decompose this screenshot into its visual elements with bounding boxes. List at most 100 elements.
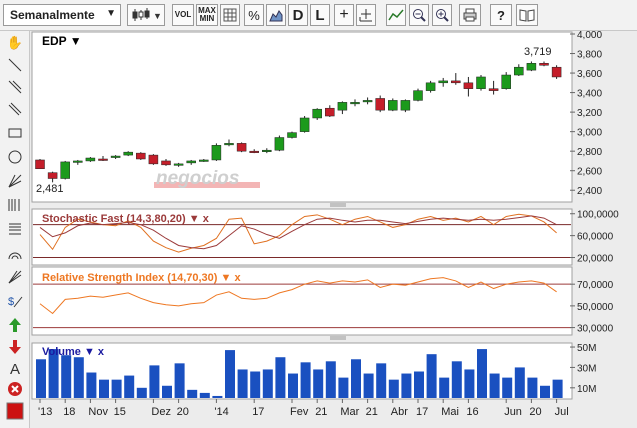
volume-toggle-button[interactable]: VOL (172, 4, 194, 26)
candle-body (514, 66, 524, 76)
rectangle-tool-button[interactable] (4, 123, 26, 143)
percent-button[interactable]: % (244, 4, 264, 26)
candle-body (299, 117, 310, 132)
pitchfork-tool-button[interactable] (4, 171, 26, 191)
candle-body (186, 160, 196, 164)
volume-bar (426, 354, 437, 398)
y-tick-label: 70,0000 (577, 280, 614, 291)
zoom-out-icon (413, 9, 426, 22)
crosshair-axis-icon (359, 9, 372, 22)
volume-title[interactable]: Volume ▼ x (42, 346, 105, 358)
hand-icon: ✋ (6, 35, 24, 50)
fan-tool-button[interactable] (4, 267, 26, 287)
y-axis-ticks: 4,000 3,800 3,600 3,400 3,200 3,000 2,800 2,600… (570, 31, 619, 395)
arc-icon (8, 252, 22, 260)
candle-body (337, 102, 348, 111)
channel-tool-button[interactable] (4, 99, 26, 119)
candle-body (47, 172, 58, 179)
x-tick-label: Mar (340, 406, 359, 418)
candle-body (413, 90, 423, 101)
color-picker-button[interactable] (4, 401, 26, 421)
candle-body (199, 159, 209, 162)
fibonacci-tool-button[interactable] (4, 195, 26, 215)
grid-toggle-button[interactable] (220, 4, 240, 26)
symbol-label[interactable]: EDP ▼ (42, 34, 82, 48)
y-tick-label: 60,0000 (577, 232, 614, 243)
daily-label: D (292, 6, 304, 24)
y-tick-label: 30M (577, 363, 596, 374)
dollar-tool-button[interactable]: $ (4, 291, 26, 311)
volume-bar (401, 373, 412, 398)
text-tool-label: A (9, 360, 20, 378)
volume-bar (86, 372, 97, 398)
crosshair-icon: + (339, 6, 349, 23)
maxmin-toggle-button[interactable]: MAX MIN (196, 4, 218, 26)
area-chart-button[interactable] (266, 4, 286, 26)
line-button[interactable]: L (310, 4, 330, 26)
crosshair-button[interactable]: + (334, 4, 354, 26)
x-tick-label: 17 (252, 406, 264, 418)
volume-bar (376, 363, 387, 398)
x-tick-label: '13 (38, 406, 52, 418)
volume-bar (502, 377, 513, 398)
volume-bar (262, 369, 273, 398)
x-tick-label: 17 (416, 406, 428, 418)
text-tool-button[interactable]: A (4, 359, 26, 379)
zoom-out-button[interactable] (409, 4, 429, 26)
candle-body (110, 155, 121, 158)
ellipse-tool-button[interactable] (4, 147, 26, 167)
line-tool-button[interactable] (4, 55, 26, 75)
x-tick-label: Dez (151, 406, 171, 418)
stochastic-title[interactable]: Stochastic Fast (14,3,80,20) ▼ x (42, 213, 210, 225)
volume-bar (477, 349, 487, 398)
trend-zoom-button[interactable] (386, 4, 406, 26)
volume-bar (451, 361, 462, 398)
candle-body (539, 63, 549, 66)
chart-area[interactable]: negocios EDP ▼ 3,719 2,481 4,000 3,800 3,6… (30, 31, 637, 428)
buy-arrow-button[interactable] (4, 315, 26, 335)
arc-tool-button[interactable] (4, 243, 26, 263)
candle-body (148, 154, 159, 165)
x-tick-label: Mai (441, 406, 459, 418)
candle-body (249, 150, 259, 153)
candle-body (451, 80, 461, 84)
candle-body (173, 163, 184, 166)
rsi-title[interactable]: Relative Strength Index (14,70,30) ▼ x (42, 272, 241, 284)
max-label: MAX (198, 6, 216, 15)
daily-button[interactable]: D (288, 4, 308, 26)
book-button[interactable] (516, 4, 538, 26)
period-select[interactable]: Semanalmente ▼ (3, 4, 121, 26)
volume-bar (275, 357, 286, 398)
sell-arrow-button[interactable] (4, 337, 26, 357)
volume-label: VOL (174, 10, 192, 19)
candle-body (362, 100, 373, 103)
low-annotation: 2,481 (36, 183, 64, 195)
y-tick-label: 3,400 (577, 89, 602, 100)
x-tick-label: 16 (466, 406, 478, 418)
y-tick-label: 20,0000 (577, 254, 614, 265)
y-tick-label: 50,0000 (577, 302, 614, 313)
ray-tool-icon (8, 80, 22, 94)
hand-tool-button[interactable]: ✋ (4, 33, 26, 53)
volume-bar (149, 365, 160, 398)
high-annotation: 3,719 (524, 46, 552, 58)
y-tick-label: 100,0000 (577, 210, 619, 221)
zoom-in-button[interactable] (432, 4, 452, 26)
x-tick-label: Jul (555, 406, 569, 418)
volume-bar (187, 389, 198, 398)
crosshair-axis-button[interactable] (356, 4, 376, 26)
volume-bar (313, 369, 324, 398)
print-button[interactable] (459, 4, 481, 26)
volume-bar (439, 377, 450, 398)
candle-body (60, 161, 70, 179)
volume-bar (99, 379, 109, 398)
ray-tool-button[interactable] (4, 77, 26, 97)
help-button[interactable]: ? (490, 4, 512, 26)
candle-body (526, 63, 537, 71)
candlestick-chart-button[interactable]: ▼ (127, 4, 165, 26)
x-tick-label: 21 (315, 406, 327, 418)
y-tick-label: 2,600 (577, 167, 602, 178)
fib-retracement-tool-button[interactable] (4, 219, 26, 239)
delete-all-button[interactable] (4, 379, 26, 399)
candle-body (123, 151, 133, 156)
